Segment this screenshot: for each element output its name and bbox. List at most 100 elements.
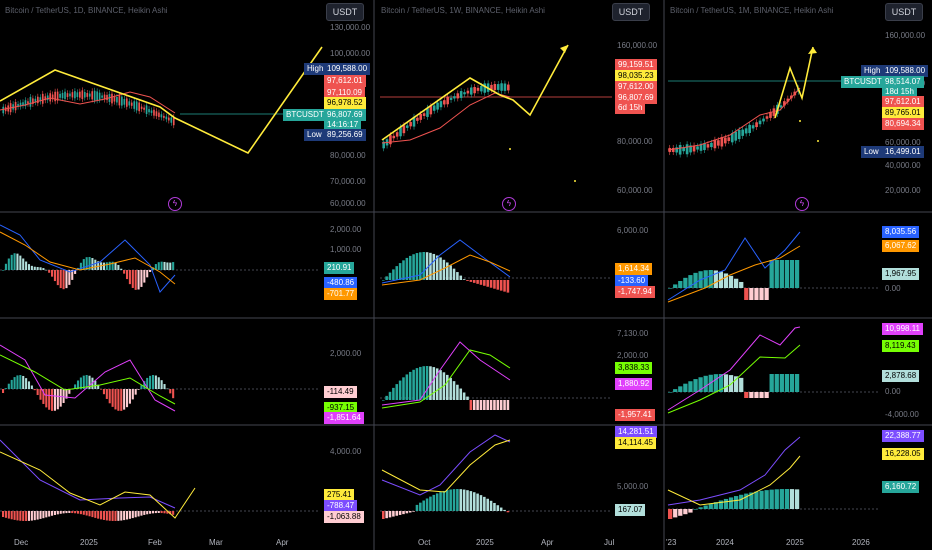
symbol-tag-daily: BTCUSDT (283, 109, 327, 121)
currency-button-weekly[interactable]: USDT (612, 3, 650, 21)
slow-bar-daily (166, 511, 169, 514)
slow-bar-monthly (668, 509, 673, 519)
osc-bar-daily (100, 389, 103, 390)
macd-bar-weekly (462, 279, 466, 280)
macd-bar-daily (4, 263, 7, 270)
slow-bar-monthly (673, 509, 678, 518)
candle-daily (163, 115, 165, 118)
slow-bar-daily (137, 511, 140, 517)
slow-bar-monthly (789, 489, 795, 509)
candle-daily (118, 95, 121, 106)
candle-weekly (463, 92, 466, 95)
time-axis-label: '23 (666, 538, 677, 547)
osc-bar-daily (25, 378, 28, 389)
candle-daily (140, 106, 143, 109)
candle-monthly (689, 145, 692, 153)
macd-bar-monthly (759, 288, 764, 300)
price-axis-label: 160,000.00 (885, 31, 926, 40)
candle-daily (172, 117, 175, 126)
time-axis-label: Mar (209, 538, 223, 547)
osc-bar-daily (163, 384, 166, 389)
candle-weekly (422, 113, 426, 116)
slow-bar-weekly (405, 511, 409, 514)
slow-bar-daily (169, 511, 172, 515)
level-tag-weekly-1: 99,159.51 (615, 59, 657, 71)
candle-weekly (439, 101, 443, 108)
slow-bar-weekly (462, 489, 466, 511)
osc-bar-weekly (429, 366, 432, 400)
slow-bar-daily (94, 511, 97, 518)
candle-daily (111, 93, 113, 104)
candle-weekly (416, 117, 419, 121)
osc-bar-weekly (493, 400, 496, 410)
osc-bar-daily (143, 381, 146, 389)
macd-bar-weekly (459, 275, 463, 280)
slow-bar-monthly (734, 496, 739, 509)
osc-bar-monthly (774, 374, 779, 392)
macd-bar-weekly (449, 265, 452, 280)
slow-bar-daily (85, 511, 88, 516)
slow-bar-daily (62, 511, 65, 514)
slow-bar-daily (79, 511, 82, 515)
slow-bar-monthly (703, 505, 708, 509)
macd-bar-weekly (432, 253, 436, 280)
slow-bar-daily (131, 511, 134, 519)
currency-button-daily[interactable]: USDT (326, 3, 364, 21)
macd-bar-daily (62, 270, 65, 290)
macd-bar-weekly (446, 262, 449, 280)
osc-bar-daily (74, 384, 77, 389)
macd-bar-weekly (503, 280, 506, 292)
osc-bar-weekly (388, 391, 392, 400)
candle-daily (113, 96, 116, 102)
level-tag-monthly-2: 80,694.34 (882, 118, 924, 130)
osc-bar-daily (120, 389, 123, 411)
macd-bar-daily (111, 261, 114, 270)
osc-bar-weekly (499, 400, 503, 410)
candle-daily (51, 94, 54, 100)
macd-bar-daily (45, 269, 48, 271)
macd-bar-monthly (769, 260, 774, 288)
slow-bar-daily (128, 511, 131, 519)
arrow-head-monthly (808, 47, 817, 54)
candle-monthly (685, 144, 689, 155)
candle-daily (83, 92, 86, 98)
candle-daily (133, 101, 136, 109)
macd-bar-weekly (392, 269, 395, 280)
macd-bar-monthly (708, 270, 713, 288)
macd-bar-monthly (723, 273, 729, 288)
forecast-path-weekly (381, 44, 569, 141)
timer-tag-weekly: 6d 15h (615, 102, 646, 114)
osc-bar-daily (172, 389, 175, 399)
slow-bar-daily (74, 511, 77, 514)
osc-bar-daily (105, 389, 108, 399)
macd-bar-weekly (466, 280, 469, 281)
lightning-icon-weekly[interactable]: ϟ (502, 197, 516, 211)
osc-bar-daily (48, 389, 51, 410)
lightning-icon-daily[interactable]: ϟ (168, 197, 182, 211)
osc-bar-monthly (794, 374, 800, 392)
slow-signal-weekly (381, 439, 511, 493)
time-axis-label: Oct (418, 538, 431, 547)
slow-bar-daily (7, 511, 10, 519)
candle-daily (91, 91, 94, 100)
currency-button-monthly[interactable]: USDT (885, 3, 923, 21)
candle-daily (101, 95, 103, 98)
lightning-icon-monthly[interactable]: ϟ (795, 197, 809, 211)
slow-bar-weekly (483, 496, 486, 511)
candle-monthly (692, 145, 696, 152)
osc-bar-daily (151, 375, 155, 389)
candle-daily (69, 93, 71, 97)
arrow-head-weekly (560, 45, 568, 53)
level-tag-weekly-3: 97,612.00 (615, 81, 657, 93)
slow-bar-weekly (395, 511, 399, 516)
candle-monthly (779, 105, 783, 108)
osc-bar-monthly (789, 374, 795, 392)
slow-bar-daily (33, 511, 36, 521)
macd-bar-monthly (744, 288, 749, 300)
osc-bar-weekly (415, 368, 419, 400)
slow-bar-weekly (469, 491, 473, 511)
macd-bar-daily (25, 261, 28, 270)
macd-bar-daily (163, 261, 166, 270)
osc-bar-weekly (472, 400, 476, 410)
